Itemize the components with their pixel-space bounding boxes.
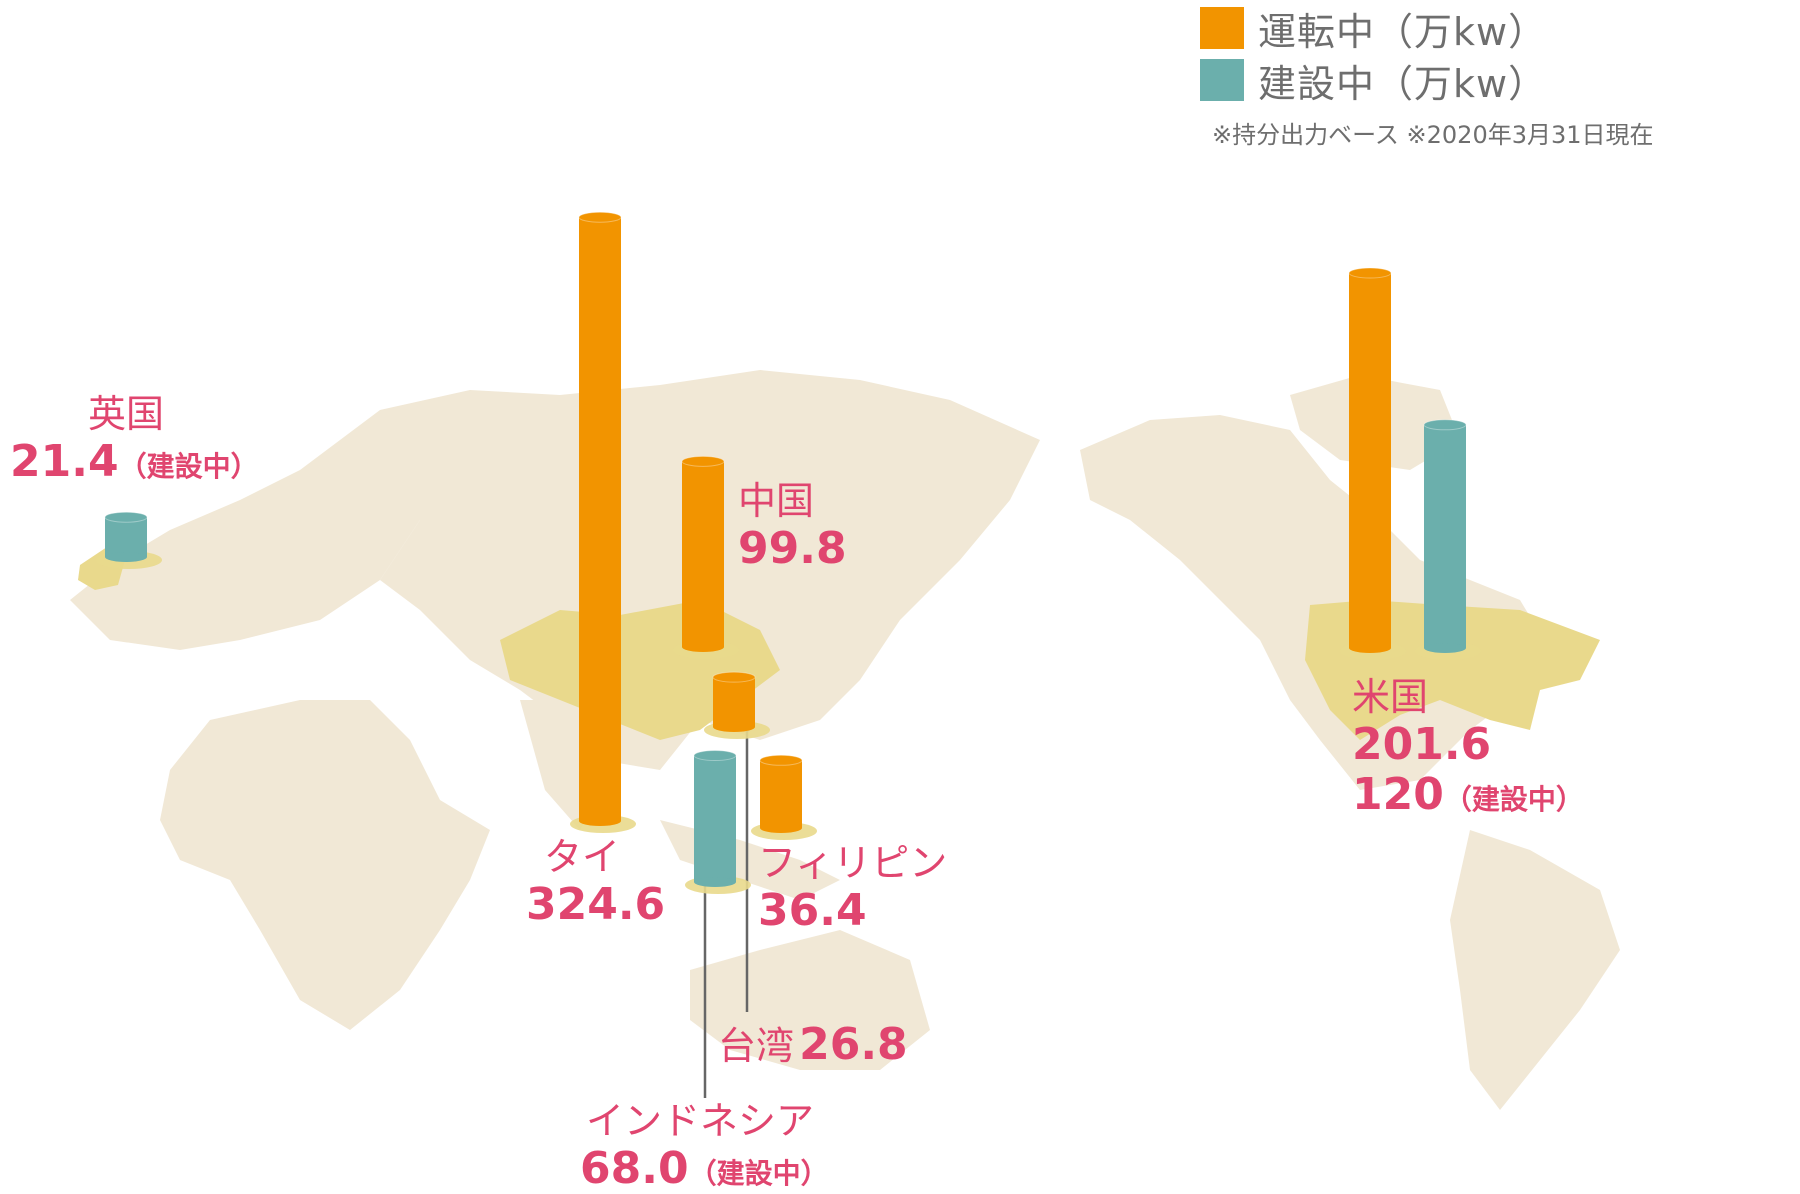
label-usa-name: 米国 xyxy=(1352,675,1429,719)
legend: 運転中（万kw） 建設中（万kw） xyxy=(1200,2,1547,106)
bar-1 xyxy=(96,511,162,569)
bar-body xyxy=(1424,424,1466,648)
bar-top xyxy=(578,211,622,223)
bar-top xyxy=(712,671,756,683)
legend-label-operating: 運転中（万kw） xyxy=(1258,9,1548,54)
label-usa-sub: （建設中） xyxy=(1443,783,1584,817)
label-china-value: 99.8 xyxy=(738,522,847,574)
legend-swatch-operating xyxy=(1200,7,1244,49)
label-thailand-name: タイ xyxy=(544,835,621,879)
label-philippines: フィリピン 36.4 xyxy=(758,841,948,936)
bar-6 xyxy=(751,754,817,840)
bar-body xyxy=(694,755,736,882)
label-usa-value-construction: 120 xyxy=(1352,769,1444,821)
bar-body xyxy=(105,517,147,557)
label-indonesia-name: インドネシア xyxy=(586,1099,815,1143)
bar-body xyxy=(682,461,724,647)
bar-top xyxy=(1348,267,1392,279)
bar-top xyxy=(693,750,737,762)
bar-bottom xyxy=(1424,643,1466,653)
label-usa-value: 201.6 xyxy=(1352,718,1492,770)
label-uk-sub: （建設中） xyxy=(118,449,259,483)
bar-bottom xyxy=(694,877,736,887)
bar-bottom xyxy=(713,722,755,732)
bar-body xyxy=(760,760,802,828)
bar-bottom xyxy=(1349,643,1391,653)
label-indonesia-sub: （建設中） xyxy=(688,1156,829,1190)
bar-3 xyxy=(673,455,739,659)
bar-body xyxy=(713,677,755,727)
label-indonesia: インドネシア 68.0（建設中） xyxy=(580,1099,829,1194)
bar-5 xyxy=(685,750,751,894)
label-taiwan-name: 台湾 xyxy=(718,1024,795,1068)
bar-4 xyxy=(704,671,770,739)
land-asia xyxy=(300,370,1040,770)
bar-7 xyxy=(1340,267,1406,660)
label-china-name: 中国 xyxy=(738,479,815,523)
label-usa: 米国 201.6 120（建設中） xyxy=(1352,675,1584,821)
legend-note: ※持分出力ベース ※2020年3月31日現在 xyxy=(1212,121,1654,149)
bar-2 xyxy=(570,211,636,833)
land-australia xyxy=(690,930,930,1070)
bar-bottom xyxy=(105,552,147,562)
bar-bottom xyxy=(682,642,724,652)
legend-label-construction: 建設中（万kw） xyxy=(1258,61,1548,106)
bar-top xyxy=(759,754,803,766)
legend-swatch-construction xyxy=(1200,59,1244,101)
label-taiwan-value: 26.8 xyxy=(799,1019,908,1070)
bar-8 xyxy=(1415,419,1481,660)
bar-top xyxy=(681,455,725,467)
land-africa xyxy=(160,700,490,1030)
land-south-america xyxy=(1450,830,1620,1110)
label-thailand: タイ 324.6 xyxy=(526,835,666,930)
land-europe xyxy=(70,450,420,650)
label-taiwan: 台湾 26.8 xyxy=(718,1019,908,1071)
label-uk-value: 21.4 xyxy=(10,435,119,487)
label-uk: 英国 21.4（建設中） xyxy=(10,392,259,487)
label-philippines-value: 36.4 xyxy=(758,884,867,936)
label-china: 中国 99.8 xyxy=(738,479,847,574)
label-thailand-value: 324.6 xyxy=(526,878,666,930)
bars-layer xyxy=(96,211,1481,894)
legend-item-construction: 建設中（万kw） xyxy=(1200,54,1547,106)
bar-top xyxy=(104,511,148,523)
bar-bottom xyxy=(760,823,802,833)
bar-top xyxy=(1423,419,1467,431)
label-uk-name: 英国 xyxy=(88,392,165,436)
bar-body xyxy=(579,217,621,821)
bar-bottom xyxy=(579,816,621,826)
label-indonesia-value: 68.0 xyxy=(580,1142,689,1194)
legend-item-operating: 運転中（万kw） xyxy=(1200,2,1547,54)
bar-body xyxy=(1349,273,1391,648)
label-philippines-name: フィリピン xyxy=(758,841,948,885)
